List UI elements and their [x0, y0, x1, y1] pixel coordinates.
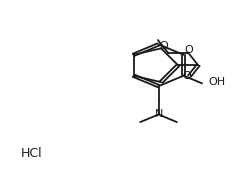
Text: N: N	[154, 109, 163, 120]
Text: O: O	[159, 41, 168, 51]
Text: O: O	[184, 45, 193, 55]
Text: HCl: HCl	[20, 148, 42, 160]
Text: O: O	[182, 71, 191, 81]
Text: OH: OH	[208, 77, 225, 88]
